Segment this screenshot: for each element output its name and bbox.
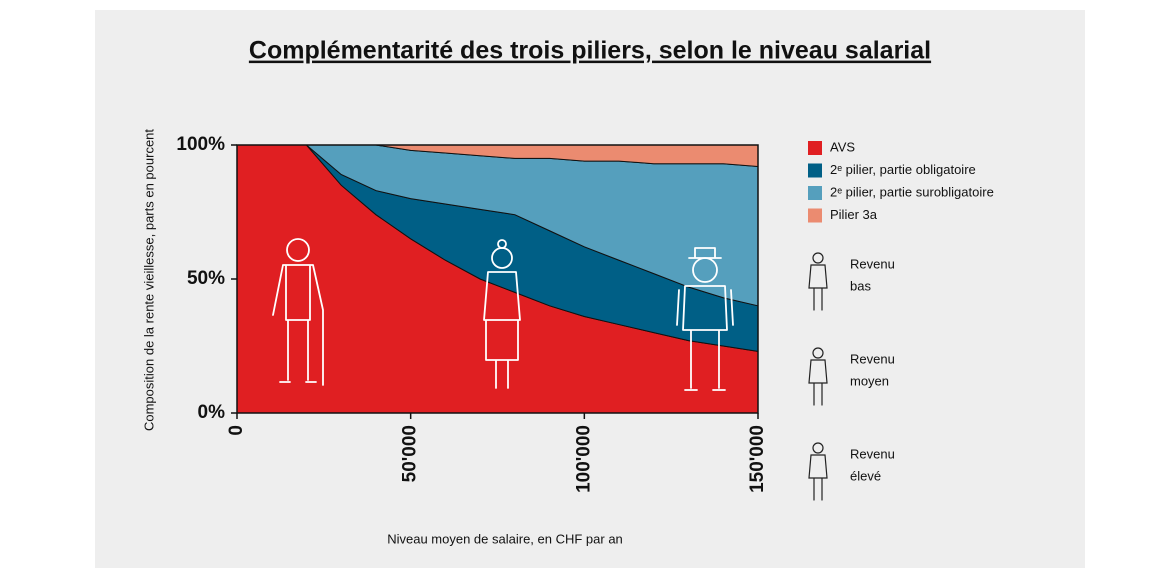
x-axis-label: Niveau moyen de salaire, en CHF par an <box>387 531 623 546</box>
plot <box>236 144 759 414</box>
income-legend: Revenu bas Revenu moyen Revenu élevé <box>808 252 895 501</box>
figures <box>272 238 734 391</box>
legend-swatch <box>808 186 822 200</box>
income-label: bas <box>850 278 871 293</box>
legend-swatch <box>808 141 822 155</box>
legend: AVS 2ᵉ pilier, partie obligatoire 2ᵉ pilie… <box>808 139 994 223</box>
legend-swatch <box>808 208 822 223</box>
icon-head <box>812 442 824 454</box>
legend-label: 2ᵉ pilier, partie surobligatoire <box>830 184 994 199</box>
income-label: Revenu <box>850 446 895 461</box>
income-icon <box>808 347 828 406</box>
icon-body <box>808 359 828 406</box>
legend-label: 2ᵉ pilier, partie obligatoire <box>830 162 976 177</box>
income-icon <box>808 442 828 501</box>
x-tick-label: 100'000 <box>573 425 594 493</box>
icon-head <box>812 347 824 359</box>
income-icon <box>808 252 828 311</box>
income-label: Revenu <box>850 256 895 271</box>
x-tick-label: 150'000 <box>747 425 768 493</box>
figure-high <box>676 247 734 391</box>
income-label: moyen <box>850 373 889 388</box>
income-label: Revenu <box>850 351 895 366</box>
icon-body <box>808 454 828 501</box>
x-tick-label: 50'000 <box>400 425 421 482</box>
figure-low <box>272 238 324 386</box>
legend-label: Pilier 3a <box>830 207 878 222</box>
legend-swatch <box>808 163 822 178</box>
y-tick-label: 50% <box>187 268 225 289</box>
figure-mid <box>483 239 521 389</box>
y-axis-label: Composition de la rente vieillesse, part… <box>141 129 156 431</box>
chart-title: Complémentarité des trois piliers, selon… <box>249 37 931 65</box>
income-label: élevé <box>850 468 881 483</box>
y-tick-label: 100% <box>176 134 225 155</box>
icon-body <box>808 264 828 311</box>
y-tick-label: 0% <box>198 402 226 423</box>
legend-label: AVS <box>830 139 855 154</box>
icon-head <box>812 252 824 264</box>
x-tick-label: 0 <box>226 425 247 436</box>
